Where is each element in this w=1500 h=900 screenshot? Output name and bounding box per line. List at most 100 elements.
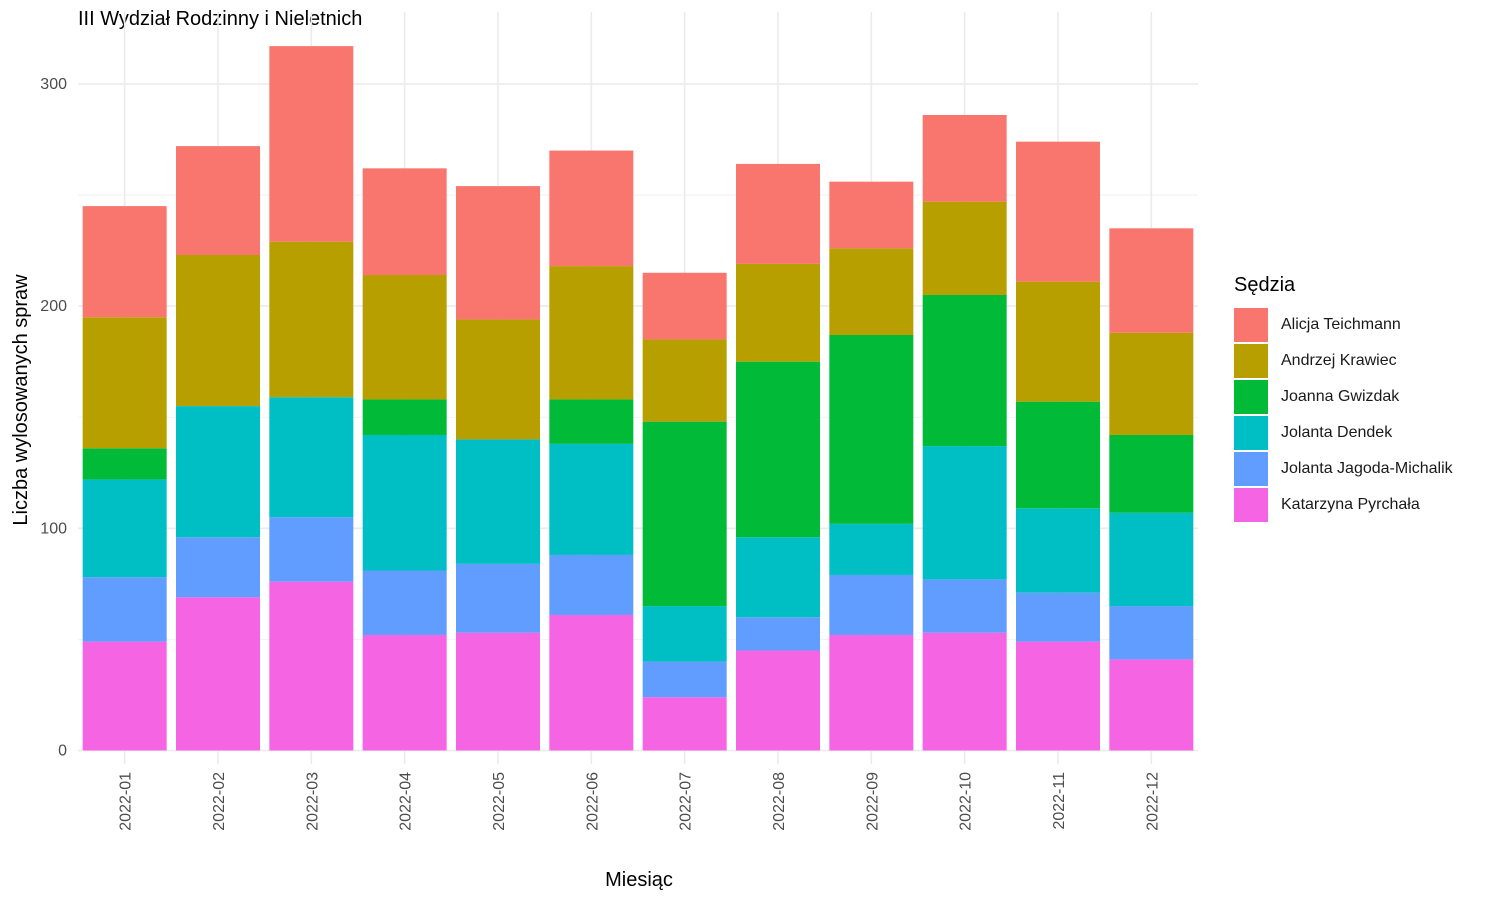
bar-segment <box>642 661 727 698</box>
legend-title: Sędzia <box>1234 274 1296 296</box>
bar-segment <box>922 115 1007 202</box>
bar-segment <box>269 241 354 398</box>
legend-label: Jolanta Jagoda-Michalik <box>1281 460 1453 477</box>
bar-segment <box>642 697 727 751</box>
bar-segment <box>269 517 354 582</box>
bar-segment <box>362 168 447 275</box>
bar-segment <box>1016 281 1100 402</box>
bar-segment <box>1016 141 1100 282</box>
y-axis-ticks: 0 100 200 300 <box>40 76 67 760</box>
legend-swatch <box>1234 308 1268 342</box>
legend-swatch <box>1234 416 1268 450</box>
bar-segment <box>269 397 354 518</box>
bar-segment <box>736 617 820 651</box>
bar-segment <box>922 446 1007 580</box>
bar-segment <box>269 581 354 751</box>
x-tick-label: 2022-10 <box>958 772 975 831</box>
bar-segment <box>1016 401 1100 509</box>
x-tick-label: 2022-06 <box>584 772 601 831</box>
bar-segment <box>82 479 167 578</box>
legend-swatch <box>1234 380 1268 414</box>
bar-segment <box>549 150 634 267</box>
bar-segment <box>736 263 820 362</box>
bar-segment <box>1109 332 1194 435</box>
bar-segment <box>362 274 447 400</box>
bar-segment <box>642 606 727 662</box>
x-tick-label: 2022-01 <box>118 772 135 831</box>
y-tick-label: 0 <box>58 743 67 760</box>
bar-segment <box>176 254 260 407</box>
legend-label: Katarzyna Pyrchała <box>1281 496 1420 513</box>
bar-segment <box>1109 512 1194 607</box>
bar-segment <box>549 614 634 751</box>
bar-segment <box>456 563 540 633</box>
chart-title: III Wydział Rodzinny i Nieletnich <box>78 8 363 30</box>
bar-segment <box>922 201 1007 295</box>
bar-segment <box>736 537 820 618</box>
bar-segment <box>829 574 914 635</box>
y-tick-label: 200 <box>40 298 67 315</box>
bar-segment <box>829 634 914 751</box>
bar-segment <box>642 272 727 340</box>
bar-segment <box>1109 228 1194 333</box>
bar-segment <box>82 641 167 751</box>
bar-segment <box>1109 434 1194 513</box>
legend-label: Andrzej Krawiec <box>1281 352 1397 369</box>
bar-segment <box>176 537 260 598</box>
bar-segment <box>269 46 354 242</box>
bar-segment <box>736 163 820 264</box>
bar-segment <box>549 266 634 400</box>
bar-segment <box>176 597 260 751</box>
legend-swatch <box>1234 344 1268 378</box>
legend-label: Jolanta Dendek <box>1281 424 1393 441</box>
bar-segment <box>176 406 260 538</box>
legend-label: Joanna Gwizdak <box>1281 388 1400 405</box>
bar-segment <box>82 206 167 318</box>
bar-segment <box>642 339 727 422</box>
bar-segment <box>82 317 167 449</box>
x-tick-label: 2022-03 <box>304 772 321 831</box>
bar-segment <box>922 579 1007 633</box>
x-tick-label: 2022-09 <box>864 772 881 831</box>
bar-segment <box>82 448 167 480</box>
bars <box>82 46 1194 751</box>
bar-segment <box>456 319 540 440</box>
bar-segment <box>176 146 260 255</box>
bar-segment <box>736 361 820 538</box>
y-axis-label: Liczba wylosowanych spraw <box>10 274 32 526</box>
bar-segment <box>362 434 447 571</box>
bar-segment <box>829 523 914 575</box>
bar-segment <box>362 570 447 635</box>
y-tick-label: 300 <box>40 76 67 93</box>
bar-segment <box>1016 641 1100 751</box>
x-tick-label: 2022-02 <box>211 772 228 831</box>
y-tick-label: 100 <box>40 520 67 537</box>
bar-segment <box>549 554 634 615</box>
x-tick-label: 2022-07 <box>678 772 695 831</box>
bar-segment <box>922 294 1007 447</box>
legend-label: Alicja Teichmann <box>1281 316 1401 333</box>
bar-segment <box>362 399 447 435</box>
x-tick-label: 2022-08 <box>771 772 788 831</box>
legend-swatch <box>1234 452 1268 486</box>
bar-segment <box>829 181 914 249</box>
legend-swatch <box>1234 488 1268 522</box>
bar-segment <box>736 650 820 751</box>
bar-segment <box>456 186 540 320</box>
x-axis-ticks: 2022-01 2022-02 2022-03 2022-04 2022-05 2022-… <box>118 772 1162 831</box>
bar-segment <box>642 421 727 607</box>
x-tick-label: 2022-05 <box>491 772 508 831</box>
bar-segment <box>1016 592 1100 642</box>
bar-segment <box>1016 508 1100 593</box>
bar-segment <box>1109 659 1194 751</box>
bar-segment <box>362 634 447 751</box>
bar-segment <box>456 632 540 751</box>
bar-segment <box>549 443 634 555</box>
x-tick-label: 2022-12 <box>1144 772 1161 831</box>
bar-segment <box>922 632 1007 751</box>
x-axis-label: Miesiąc <box>605 869 673 891</box>
bar-segment <box>829 334 914 524</box>
bar-segment <box>829 248 914 335</box>
bar-segment <box>82 577 167 642</box>
